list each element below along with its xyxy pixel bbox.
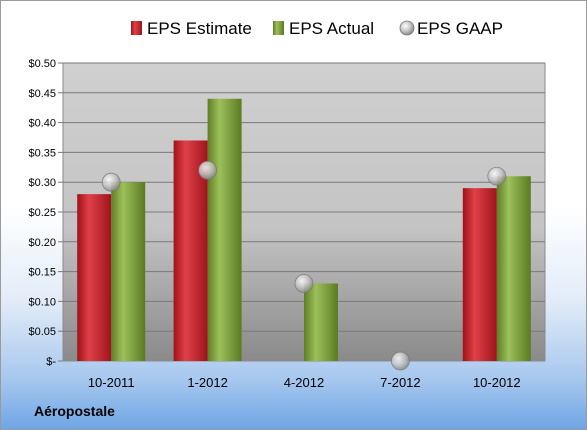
y-tick-label: $0.05 xyxy=(28,326,56,338)
bar-eps-estimate xyxy=(77,194,112,361)
y-tick-label: $0.20 xyxy=(28,237,56,249)
bar-eps-estimate xyxy=(462,188,497,361)
legend-swatch xyxy=(131,21,142,35)
x-category-label: 4-2012 xyxy=(284,375,324,390)
y-tick-label: $0.40 xyxy=(28,118,56,130)
bar-eps-actual xyxy=(111,182,146,361)
marker-eps-gaap xyxy=(294,274,314,293)
marker-eps-gaap xyxy=(487,166,507,186)
marker-eps-gaap xyxy=(101,172,121,192)
legend-label: EPS GAAP xyxy=(417,19,503,38)
marker-eps-gaap xyxy=(198,160,218,180)
legend-label: EPS Estimate xyxy=(147,19,252,38)
marker-eps-gaap xyxy=(390,351,410,371)
bar-eps-actual xyxy=(207,98,242,361)
y-tick-label: $0.30 xyxy=(28,177,56,189)
y-tick-label: $0.25 xyxy=(28,207,56,219)
y-tick-label: $0.35 xyxy=(28,147,56,159)
y-tick-label: $0.10 xyxy=(28,296,56,308)
bar-eps-actual xyxy=(496,176,531,361)
y-tick-label: $0.15 xyxy=(28,267,56,279)
bar-eps-actual xyxy=(304,283,338,361)
legend: EPS Estimate EPS Actual EPS GAAP xyxy=(131,19,503,38)
y-axis-ticks: $- $0.05 $0.10 $0.15 $0.20 $0.25 $0.30 $0.35 $0.… xyxy=(28,58,56,368)
legend-swatch xyxy=(399,20,415,36)
legend-label: EPS Actual xyxy=(289,19,374,38)
x-category-label: 7-2012 xyxy=(380,375,420,390)
gaap-markers xyxy=(101,160,507,371)
legend-swatch xyxy=(273,21,284,35)
x-category-label: 10-2012 xyxy=(473,375,521,390)
x-category-label: 1-2012 xyxy=(187,375,227,390)
y-tick-label: $0.45 xyxy=(28,88,56,100)
x-axis-categories: 10-2011 1-2012 4-2012 7-2012 10-2012 xyxy=(88,375,521,390)
company-label: Aéropostale xyxy=(34,403,115,419)
y-tick-label: $- xyxy=(46,356,56,368)
x-category-label: 10-2011 xyxy=(88,375,135,390)
y-tick-label: $0.50 xyxy=(28,58,56,70)
